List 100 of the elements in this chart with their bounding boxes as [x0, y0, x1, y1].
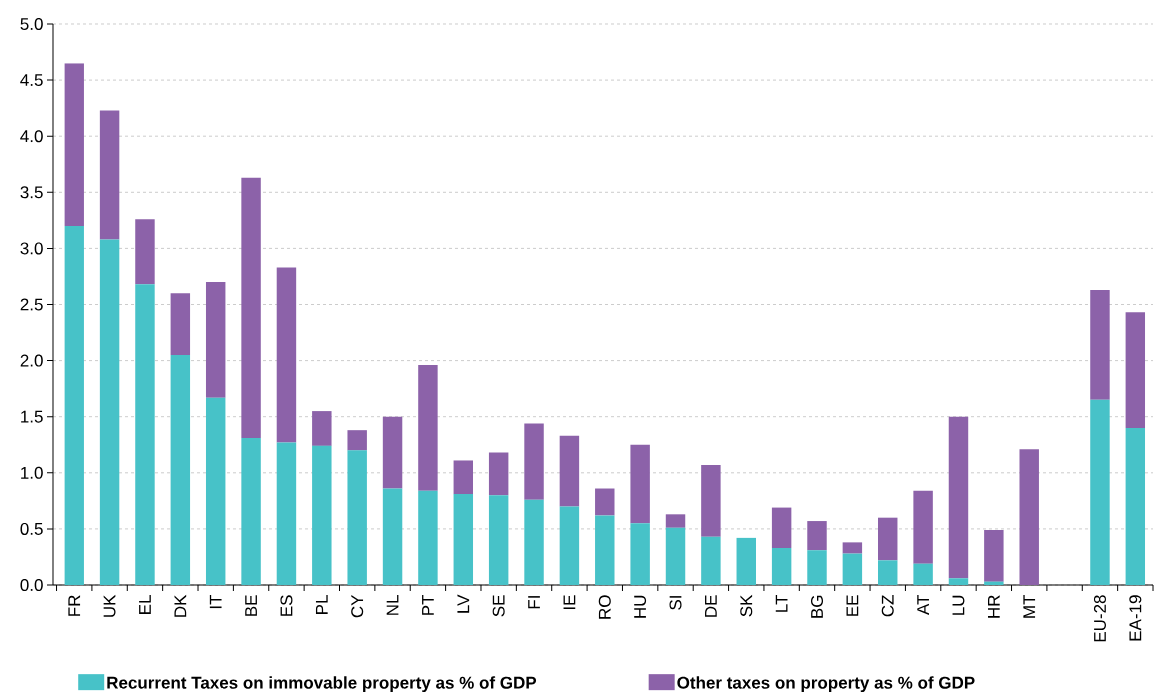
bar — [488, 495, 509, 585]
bar — [913, 563, 933, 585]
y-tick-label: 0.0 — [20, 578, 43, 591]
y-tick-label: 3.0 — [20, 242, 43, 255]
bar — [665, 514, 686, 528]
bar — [1090, 399, 1110, 585]
bar — [1125, 427, 1146, 585]
bar — [241, 437, 261, 585]
bar — [524, 423, 544, 500]
bar — [807, 550, 827, 585]
y-tick-label: 2.5 — [20, 298, 43, 311]
bar — [276, 267, 297, 443]
bar — [630, 444, 650, 524]
bar — [842, 553, 863, 585]
bar — [807, 521, 827, 551]
bar — [1090, 289, 1110, 400]
y-tick-label: 1.0 — [21, 466, 43, 479]
y-tick-label: 5.0 — [20, 17, 43, 30]
bar — [99, 239, 120, 585]
bar — [736, 537, 756, 585]
bar — [595, 515, 615, 585]
bar — [205, 282, 226, 398]
bar — [488, 452, 509, 496]
bar — [665, 527, 686, 585]
bar — [984, 529, 1004, 582]
y-tick-label: 1.5 — [21, 410, 43, 423]
x-tick-label: IE — [563, 595, 576, 609]
x-tick-label: SE — [492, 595, 505, 617]
bar — [524, 499, 544, 585]
bar — [312, 411, 332, 446]
x-tick-label: FI — [528, 596, 540, 609]
x-tick-label: UK — [103, 594, 116, 617]
bar — [453, 494, 474, 585]
y-tick-label: 0.5 — [20, 522, 43, 535]
bar — [842, 542, 863, 554]
x-tick-label: PL — [315, 595, 328, 614]
bar — [64, 225, 84, 585]
bar — [1125, 312, 1146, 428]
x-tick-label: EL — [139, 595, 151, 614]
y-tick-label: 2.0 — [20, 354, 43, 367]
bar — [878, 517, 898, 561]
x-tick-label: SI — [669, 596, 682, 610]
x-tick-label: BE — [245, 595, 257, 616]
bar — [913, 490, 933, 564]
bar — [948, 416, 969, 579]
bar — [135, 284, 155, 585]
x-tick-label: EE — [846, 595, 859, 616]
bar — [382, 416, 403, 489]
x-tick-label: EA-19 — [1129, 595, 1142, 641]
y-tick-label: 3.5 — [20, 186, 43, 199]
x-tick-label: PT — [422, 594, 434, 615]
bar — [630, 523, 650, 585]
x-tick-label: CZ — [881, 595, 894, 617]
bar — [559, 506, 580, 585]
bar — [984, 581, 1004, 585]
x-tick-label: LT — [775, 594, 788, 612]
bar — [241, 177, 261, 438]
bar — [170, 354, 191, 585]
x-tick-label: MT — [1023, 594, 1036, 618]
x-tick-label: IT — [209, 594, 222, 609]
bar — [382, 488, 403, 585]
x-tick-label: EU-28 — [1093, 595, 1106, 642]
bar — [453, 460, 474, 495]
y-tick-label: 4.5 — [20, 74, 43, 86]
bar — [701, 536, 721, 585]
bar — [771, 547, 792, 585]
bar — [595, 488, 615, 516]
bar — [276, 442, 297, 585]
bar — [1019, 449, 1039, 585]
bar — [771, 507, 792, 548]
bar — [701, 464, 721, 537]
bar — [878, 560, 898, 585]
x-tick-label: BG — [810, 595, 824, 618]
bar — [418, 365, 438, 491]
bar — [135, 219, 155, 285]
x-tick-label: FR — [68, 595, 81, 616]
bar — [99, 110, 120, 240]
x-tick-label: AT — [917, 594, 929, 615]
bar — [347, 430, 367, 451]
x-tick-label: HR — [988, 595, 1000, 618]
bar — [64, 63, 84, 226]
x-tick-label: HU — [634, 595, 647, 618]
x-tick-label: DK — [174, 594, 187, 617]
bar — [170, 293, 191, 355]
legend-label: Other taxes on property as % of GDP — [677, 676, 975, 693]
x-tick-label: NL — [386, 595, 399, 615]
legend-label: Recurrent Taxes on immovable property as % of GDP — [107, 676, 537, 693]
x-tick-label: CY — [351, 594, 364, 618]
bar — [559, 435, 580, 507]
x-tick-label: LV — [457, 594, 470, 613]
y-tick-label: 4.0 — [20, 130, 43, 143]
bar — [948, 578, 969, 585]
bar — [205, 397, 226, 585]
x-tick-label: ES — [280, 595, 293, 616]
bar — [347, 450, 367, 585]
bar — [418, 490, 438, 585]
bar — [312, 445, 332, 585]
x-tick-label: SK — [740, 594, 753, 617]
x-tick-label: DE — [705, 595, 717, 617]
x-tick-label: LU — [952, 595, 965, 615]
